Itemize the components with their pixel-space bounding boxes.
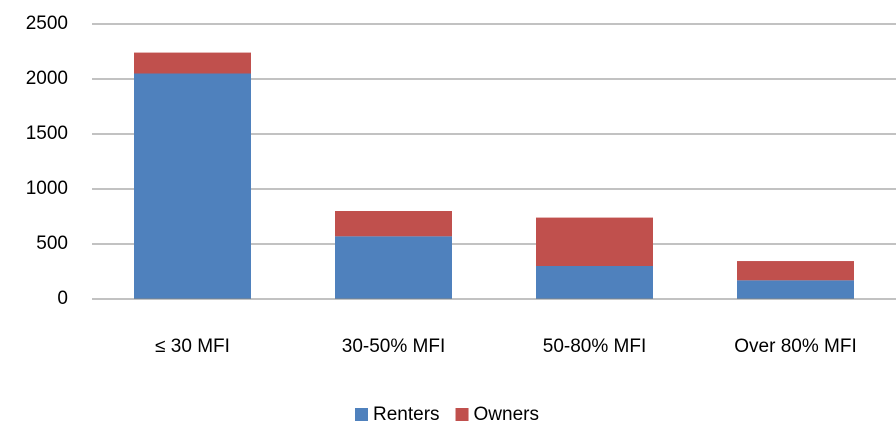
bar-segment (536, 217, 653, 266)
x-tick-label: 30-50% MFI (342, 336, 445, 357)
y-tick-label: 1000 (26, 178, 68, 199)
y-tick-label: 2000 (26, 68, 68, 89)
x-tick-label: Over 80% MFI (734, 336, 856, 357)
y-tick-label: 2500 (26, 13, 68, 34)
bar-segment (134, 73, 251, 299)
legend-swatch (455, 408, 469, 421)
legend-swatch (355, 408, 368, 421)
legend-label: Owners (474, 404, 539, 425)
bar-segment (335, 236, 452, 299)
bar-segment (536, 266, 653, 299)
legend-label: Renters (373, 404, 440, 425)
x-tick-label: ≤ 30 MFI (155, 336, 230, 357)
y-tick-label: 0 (57, 288, 68, 309)
bar-segment (737, 261, 854, 281)
bar-segment (737, 280, 854, 299)
bar-segment (134, 52, 251, 74)
y-tick-label: 1500 (26, 123, 68, 144)
x-tick-label: 50-80% MFI (543, 336, 646, 357)
bar-segment (335, 211, 452, 237)
y-tick-label: 500 (36, 233, 68, 254)
